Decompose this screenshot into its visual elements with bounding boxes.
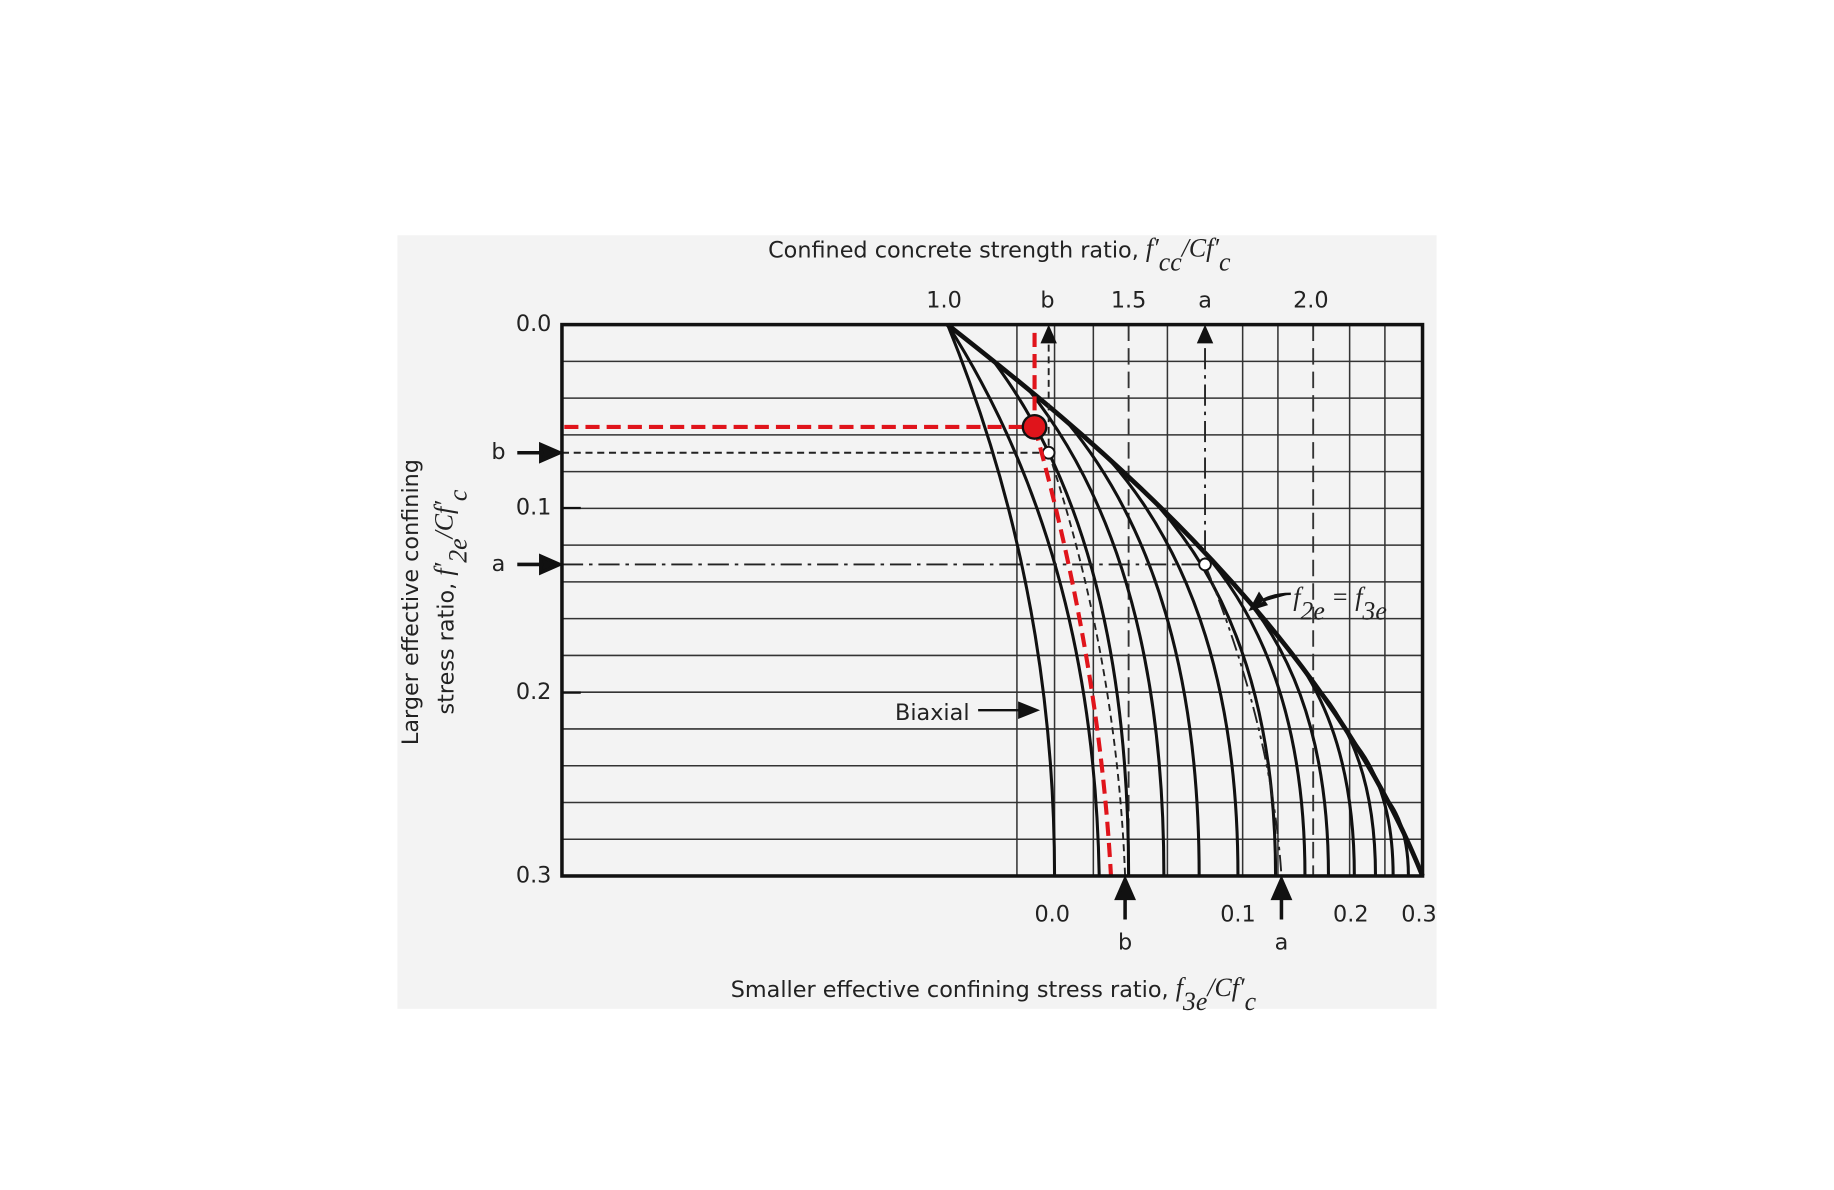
symbol-part: c xyxy=(1219,248,1231,277)
symbol-part: cc xyxy=(1159,248,1182,277)
bottom-tick-label: 0.2 xyxy=(1333,901,1369,927)
grid xyxy=(561,323,1423,878)
bottom-tick-label: 0.0 xyxy=(1034,901,1070,927)
left-label: Larger effective confining stress ratio, … xyxy=(398,459,473,745)
bottom-marker: a xyxy=(1275,929,1289,955)
annotation-envelope: f2e = f3e xyxy=(1293,583,1387,627)
guide-a-curve xyxy=(1204,564,1283,877)
labels: Confined concrete strength ratio, f′cc/C… xyxy=(398,233,1437,1016)
curve xyxy=(1027,388,1166,876)
top-tick-label: 1.0 xyxy=(926,288,962,314)
top-tick-label: b xyxy=(1040,288,1054,314)
top-tick-label: 2.0 xyxy=(1293,288,1329,314)
left-label-line: stress ratio, f′2e/Cf′c xyxy=(430,489,474,714)
left-label-text: stress ratio, xyxy=(433,576,459,715)
curve xyxy=(992,359,1131,876)
symbol-part: f′ xyxy=(430,562,459,575)
symbol-part: /Cf′ xyxy=(1205,973,1245,1002)
symbol-part: c xyxy=(1245,987,1257,1016)
red-point xyxy=(1021,413,1048,440)
curve xyxy=(1385,797,1410,876)
left-marker: a xyxy=(492,551,506,577)
biaxial-curve xyxy=(946,324,1057,876)
curve xyxy=(946,323,1101,877)
title-text: Confined concrete strength ratio, xyxy=(768,237,1146,263)
symbol-part: c xyxy=(444,489,473,501)
annotation-arrow xyxy=(1248,591,1291,612)
left-tick-label: 0.2 xyxy=(516,679,552,705)
symbol-part: f xyxy=(1293,583,1304,612)
curve xyxy=(1065,420,1201,876)
curve xyxy=(1233,584,1331,876)
top-tick-label: 1.5 xyxy=(1111,288,1147,314)
curve xyxy=(1352,740,1395,876)
symbol-part: 3e xyxy=(1182,987,1207,1016)
curve xyxy=(1106,456,1240,876)
left-tick-label: 0.0 xyxy=(516,311,552,337)
symbol-part: f′ xyxy=(1146,233,1159,262)
bottom-marker: b xyxy=(1118,929,1132,955)
symbol-part: 3e xyxy=(1361,597,1386,626)
symbol-part: 2e xyxy=(1300,597,1324,626)
curve xyxy=(1148,495,1278,876)
bottom-tick-label: 0.1 xyxy=(1220,901,1256,927)
top-tick-label: a xyxy=(1198,288,1212,314)
symbol-part: 2e xyxy=(444,538,473,562)
marker-arrow xyxy=(517,441,565,464)
symbol-part: = f xyxy=(1325,583,1366,612)
left-marker: b xyxy=(491,439,505,465)
marker-arrow xyxy=(1114,875,1137,920)
point xyxy=(1198,557,1212,572)
annotation-biaxial: Biaxial xyxy=(895,700,970,726)
symbol-part: f xyxy=(1176,973,1187,1002)
left-label-line: Larger effective confining xyxy=(398,459,424,745)
curve xyxy=(1275,633,1356,876)
arrow-head xyxy=(1040,324,1057,344)
symbol-part: /Cf′ xyxy=(1180,233,1220,262)
curves xyxy=(561,322,1425,877)
curve xyxy=(1315,685,1378,876)
bottom-label-text: Smaller effective confining stress ratio… xyxy=(731,977,1176,1003)
red-curve xyxy=(1032,426,1114,877)
marker-arrow xyxy=(517,553,565,576)
title: Confined concrete strength ratio, f′cc/C… xyxy=(768,233,1231,277)
left-tick-label: 0.3 xyxy=(516,862,552,888)
symbol-part: /Cf′ xyxy=(430,501,459,541)
left-tick-label: 0.1 xyxy=(516,495,552,521)
bottom-label: Smaller effective confining stress ratio… xyxy=(731,973,1257,1017)
guide-b-curve xyxy=(1047,452,1127,877)
plot-frame xyxy=(560,322,1425,878)
annotation-arrow xyxy=(978,701,1041,720)
bottom-tick-label: 0.3 xyxy=(1401,901,1437,927)
arrow-head xyxy=(1196,324,1214,344)
marker-arrow xyxy=(1270,875,1293,920)
curve xyxy=(1191,538,1307,876)
